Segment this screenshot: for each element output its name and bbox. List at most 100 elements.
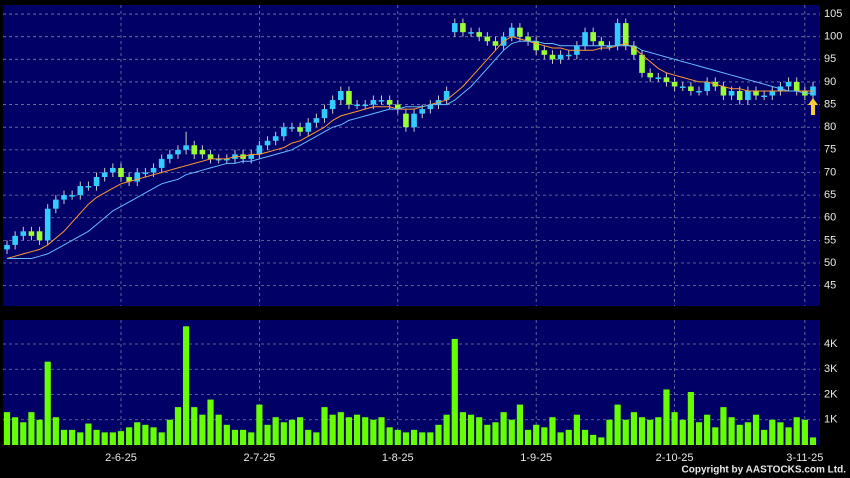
candle-body bbox=[44, 208, 51, 241]
candle-body bbox=[386, 100, 393, 105]
candle-body bbox=[468, 32, 474, 34]
candle-body bbox=[215, 158, 222, 161]
candle-body bbox=[492, 41, 499, 46]
candle-body bbox=[305, 122, 312, 132]
volume-bar bbox=[12, 417, 19, 445]
volume-bar bbox=[467, 414, 475, 445]
candle-body bbox=[101, 172, 108, 177]
price-panel bbox=[3, 5, 820, 306]
candle-body bbox=[769, 91, 776, 96]
candle-body bbox=[61, 195, 67, 200]
candle-body bbox=[264, 140, 271, 146]
candle-body bbox=[183, 145, 189, 150]
candle-body bbox=[525, 36, 531, 42]
y-tick-label: 80 bbox=[824, 121, 836, 133]
candle-body bbox=[362, 104, 369, 107]
y-tick-label: 90 bbox=[824, 76, 836, 88]
volume-bar bbox=[215, 414, 222, 445]
volume-bar bbox=[492, 422, 499, 445]
volume-bar bbox=[809, 437, 817, 445]
volume-bar bbox=[516, 404, 524, 445]
volume-bar bbox=[256, 404, 263, 445]
y-tick-label: 2K bbox=[824, 388, 838, 400]
volume-bar bbox=[451, 338, 458, 445]
candle-body bbox=[346, 91, 352, 105]
volume-bar bbox=[476, 417, 483, 445]
candle-body bbox=[354, 104, 360, 107]
volume-bar bbox=[622, 419, 629, 445]
candle-body bbox=[443, 91, 450, 101]
volume-bar bbox=[728, 417, 735, 445]
candle-body bbox=[671, 81, 678, 87]
x-tick-label: 2-10-25 bbox=[656, 452, 694, 464]
volume-bar bbox=[191, 407, 198, 445]
y-tick-label: 100 bbox=[824, 31, 842, 43]
volume-bar bbox=[20, 422, 27, 445]
volume-bar bbox=[606, 419, 613, 445]
candle-body bbox=[484, 36, 491, 42]
volume-bar bbox=[638, 417, 646, 445]
y-tick-label: 105 bbox=[824, 8, 842, 20]
candle-body bbox=[329, 100, 336, 110]
candle-body bbox=[557, 54, 564, 60]
candle-body bbox=[647, 72, 653, 78]
candle-body bbox=[403, 113, 409, 128]
candle-body bbox=[20, 231, 27, 236]
volume-bar bbox=[223, 424, 230, 445]
volume-bar bbox=[524, 429, 532, 445]
volume-bar bbox=[533, 424, 540, 445]
volume-bar bbox=[736, 424, 743, 445]
volume-bar bbox=[126, 427, 133, 445]
volume-bar bbox=[370, 419, 377, 445]
candle-body bbox=[207, 154, 214, 159]
volume-bar bbox=[427, 432, 434, 445]
x-tick-label: 3-11-25 bbox=[786, 452, 823, 464]
volume-bar bbox=[549, 417, 556, 445]
volume-bar bbox=[573, 414, 580, 445]
candle-body bbox=[622, 23, 629, 46]
candle-body bbox=[297, 127, 303, 132]
volume-bar bbox=[541, 427, 548, 445]
volume-bar bbox=[134, 422, 141, 445]
volume-bar bbox=[557, 432, 564, 445]
volume-bar bbox=[77, 432, 84, 445]
volume-bar bbox=[207, 399, 214, 445]
volume-bar bbox=[28, 412, 35, 445]
volume-bar bbox=[117, 431, 125, 445]
y-tick-label: 55 bbox=[824, 234, 836, 246]
x-tick-label: 2-6-25 bbox=[105, 452, 137, 464]
volume-bar bbox=[231, 429, 239, 445]
y-tick-label: 3K bbox=[824, 363, 838, 375]
y-tick-label: 65 bbox=[824, 189, 836, 201]
candle-body bbox=[451, 23, 458, 33]
y-tick-label: 60 bbox=[824, 212, 836, 224]
candle-body bbox=[753, 91, 759, 96]
candle-body bbox=[688, 86, 694, 91]
volume-bar bbox=[419, 432, 426, 445]
y-tick-label: 75 bbox=[824, 144, 836, 156]
volume-bar bbox=[459, 412, 467, 445]
volume-bar bbox=[378, 417, 385, 445]
volume-bar bbox=[109, 432, 116, 445]
volume-bar bbox=[93, 429, 100, 445]
candle-body bbox=[419, 109, 426, 114]
volume-bar bbox=[801, 419, 808, 445]
last-price-arrow bbox=[808, 98, 818, 115]
candle-body bbox=[582, 32, 588, 46]
volume-bar bbox=[240, 429, 247, 445]
candle-body bbox=[281, 127, 287, 137]
volume-bar bbox=[704, 414, 711, 445]
candle-body bbox=[167, 154, 173, 159]
candle-body bbox=[4, 244, 10, 250]
volume-bar bbox=[663, 389, 670, 445]
candle-body bbox=[728, 91, 735, 96]
y-tick-label: 1K bbox=[824, 414, 838, 426]
volume-bar bbox=[590, 434, 597, 445]
x-tick-label: 1-8-25 bbox=[382, 452, 414, 464]
candle-body bbox=[28, 231, 35, 236]
candle-body bbox=[745, 91, 751, 101]
x-tick-label: 2-7-25 bbox=[243, 452, 275, 464]
volume-bar bbox=[85, 423, 92, 445]
candle-body bbox=[793, 81, 800, 91]
